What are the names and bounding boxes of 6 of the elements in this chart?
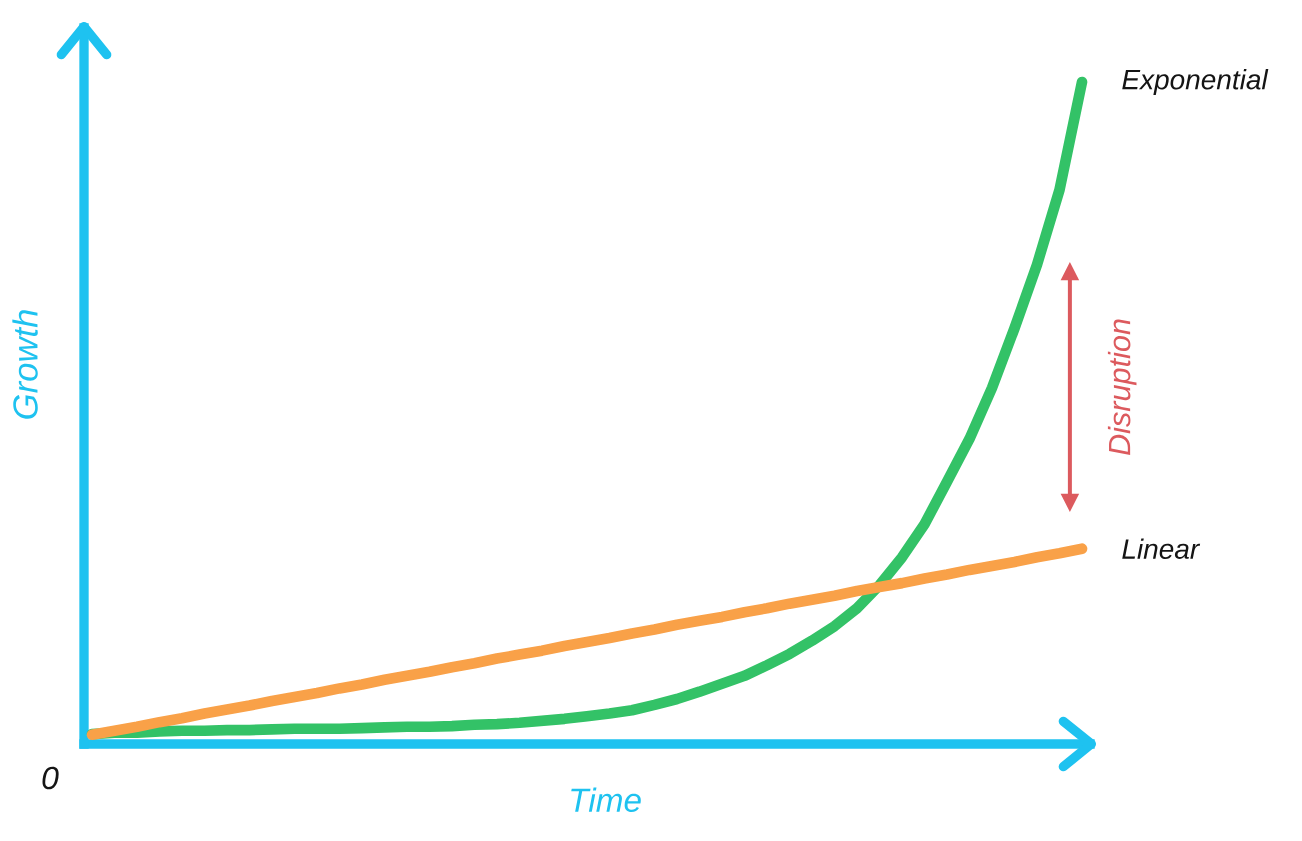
series-label: Linear [1122, 538, 1201, 559]
y-axis-title: Growth [12, 310, 38, 419]
text: 0 [42, 766, 59, 790]
series-label: Exponential [1122, 68, 1269, 96]
x-axis-title: Time [571, 787, 641, 813]
text: Disruption [1107, 319, 1137, 456]
